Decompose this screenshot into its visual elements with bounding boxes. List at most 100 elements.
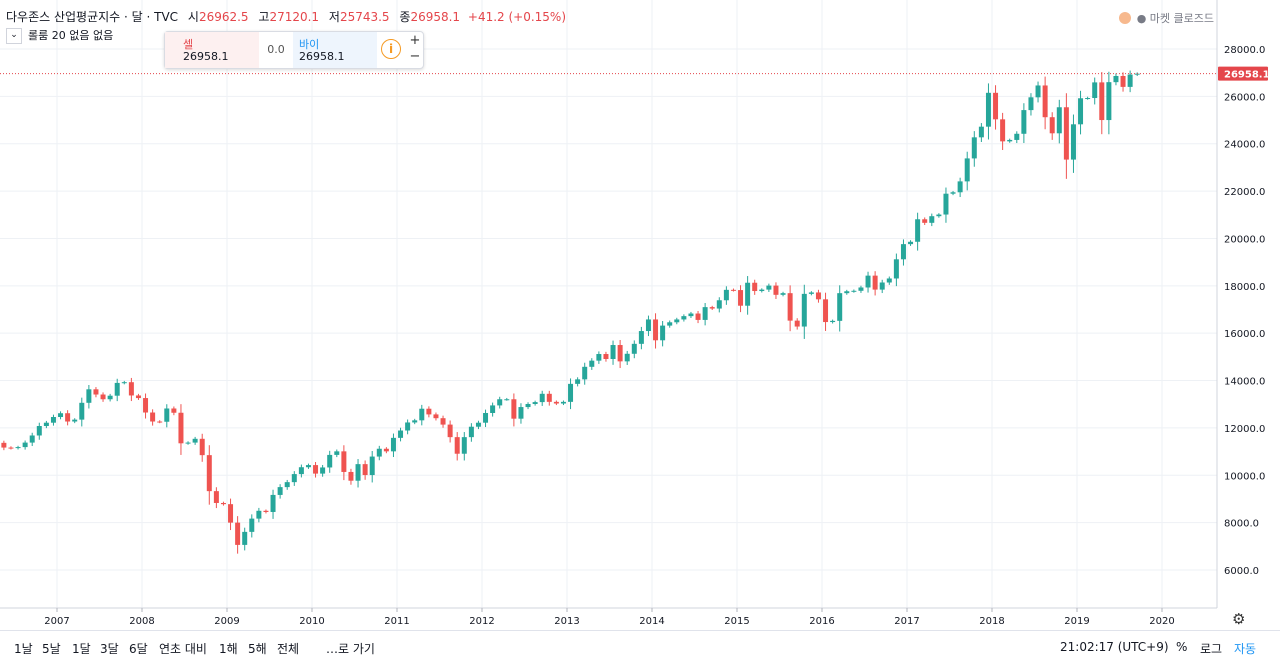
- y-tick-label: 6000.0: [1224, 566, 1259, 577]
- candle-body: [192, 438, 198, 443]
- candle-body: [242, 531, 248, 545]
- candle-body: [178, 412, 184, 444]
- candle-body: [851, 290, 857, 292]
- buy-button[interactable]: 바이 26958.1: [293, 32, 377, 68]
- candle-body: [93, 389, 99, 395]
- candle-body: [277, 487, 283, 495]
- log-toggle[interactable]: 로그: [1200, 642, 1223, 656]
- candle-body: [900, 244, 906, 260]
- change-value: +41.2 (+0.15%): [467, 10, 567, 24]
- percent-toggle[interactable]: %: [1176, 640, 1188, 654]
- settings-gear-icon[interactable]: ⚙: [1232, 610, 1246, 628]
- y-axis: 6000.0 8000.0 10000.0 12000.0 14000.0 16000.0…: [1224, 45, 1265, 577]
- range-6m-button[interactable]: 6달: [129, 642, 148, 656]
- candle-body: [36, 426, 42, 436]
- candle-body: [390, 437, 396, 452]
- clock-time[interactable]: 21:02:17 (UTC+9): [1060, 640, 1169, 654]
- x-tick-label: 2009: [214, 616, 239, 627]
- indicator-text[interactable]: 롤룸 20 없음 없음: [28, 29, 114, 42]
- y-tick-label: 26000.0: [1224, 92, 1265, 103]
- candle-body: [539, 393, 545, 403]
- candle-body: [993, 92, 999, 120]
- candle-body: [638, 331, 644, 344]
- candle-body: [15, 447, 21, 449]
- range-all-button[interactable]: 전체: [277, 642, 300, 656]
- candle-body: [164, 408, 170, 422]
- candle-body: [383, 448, 389, 452]
- price-chart[interactable]: 6000.0 8000.0 10000.0 12000.0 14000.0 16000.0…: [0, 0, 1280, 630]
- goto-date-button[interactable]: …로 가기: [326, 642, 375, 656]
- candle-body: [249, 518, 255, 532]
- collapse-chevron-icon[interactable]: ⌄: [6, 28, 22, 44]
- candle-body: [674, 319, 680, 323]
- x-tick-label: 2011: [384, 616, 409, 627]
- candle-body: [752, 282, 758, 292]
- candle-body: [582, 366, 588, 380]
- candle-body: [815, 292, 821, 300]
- candle-body: [1063, 107, 1069, 160]
- x-tick-label: 2012: [469, 616, 494, 627]
- candle-body: [185, 442, 191, 444]
- candle-body: [645, 319, 651, 332]
- range-5y-button[interactable]: 5해: [248, 642, 267, 656]
- y-tick-label: 24000.0: [1224, 140, 1265, 151]
- candle-body: [978, 126, 984, 138]
- x-tick-label: 2007: [44, 616, 69, 627]
- minus-button[interactable]: −: [409, 49, 421, 64]
- candle-body: [1007, 139, 1013, 142]
- info-icon[interactable]: i: [381, 39, 401, 59]
- x-tick-label: 2013: [554, 616, 579, 627]
- candle-body: [879, 282, 885, 290]
- candle-body: [291, 474, 297, 483]
- range-1m-button[interactable]: 1달: [72, 642, 91, 656]
- candle-body: [65, 413, 71, 422]
- trade-panel: 셀 26958.1 0.0 바이 26958.1 i + −: [164, 31, 424, 69]
- candle-body: [320, 467, 326, 474]
- candle-body: [22, 442, 28, 448]
- candle-body: [518, 407, 524, 419]
- candle-body: [1049, 117, 1055, 134]
- candle-body: [412, 420, 418, 423]
- candle-body: [362, 464, 368, 476]
- candle-body: [929, 216, 935, 223]
- market-status: ● 마켓 클로즈드: [1118, 10, 1214, 26]
- high-value: 27120.1: [269, 10, 320, 24]
- range-1y-button[interactable]: 1해: [219, 642, 238, 656]
- candle-body: [865, 275, 871, 288]
- candle-body: [766, 285, 772, 290]
- symbol-header: 다우존스 산업평균지수 · 달 · TVC 시26962.5 고27120.1 …: [6, 8, 566, 25]
- candle-body: [334, 451, 340, 455]
- plus-button[interactable]: +: [409, 33, 421, 48]
- candle-body: [490, 405, 496, 413]
- x-tick-label: 2019: [1064, 616, 1089, 627]
- sell-button[interactable]: 셀 26958.1: [165, 32, 259, 68]
- candle-body: [950, 192, 956, 194]
- candle-body: [263, 510, 269, 512]
- range-5d-button[interactable]: 5날: [42, 642, 61, 656]
- symbol-title[interactable]: 다우존스 산업평균지수 · 달 · TVC: [6, 10, 179, 24]
- candle-body: [426, 408, 432, 415]
- candle-body: [171, 408, 177, 413]
- candle-body: [511, 399, 517, 419]
- candle-body: [546, 393, 552, 402]
- auto-toggle[interactable]: 자동: [1234, 642, 1257, 656]
- y-tick-label: 10000.0: [1224, 471, 1265, 482]
- candle-body: [213, 491, 219, 503]
- candle-body: [1134, 73, 1140, 75]
- x-tick-label: 2017: [894, 616, 919, 627]
- range-ytd-button[interactable]: 연초 대비: [159, 642, 207, 656]
- candle-body: [284, 482, 290, 488]
- candle-body: [355, 464, 361, 481]
- x-tick-label: 2018: [979, 616, 1004, 627]
- candle-body: [58, 413, 64, 418]
- x-tick-label: 2010: [299, 616, 324, 627]
- candle-body: [341, 451, 347, 472]
- candle-body: [433, 414, 439, 419]
- close-value: 26958.1: [410, 10, 461, 24]
- range-3m-button[interactable]: 3달: [100, 642, 119, 656]
- range-1d-button[interactable]: 1날: [14, 642, 33, 656]
- candle-body: [1099, 82, 1105, 121]
- y-tick-label: 20000.0: [1224, 234, 1265, 245]
- candle-body: [985, 92, 991, 127]
- candle-body: [256, 510, 262, 519]
